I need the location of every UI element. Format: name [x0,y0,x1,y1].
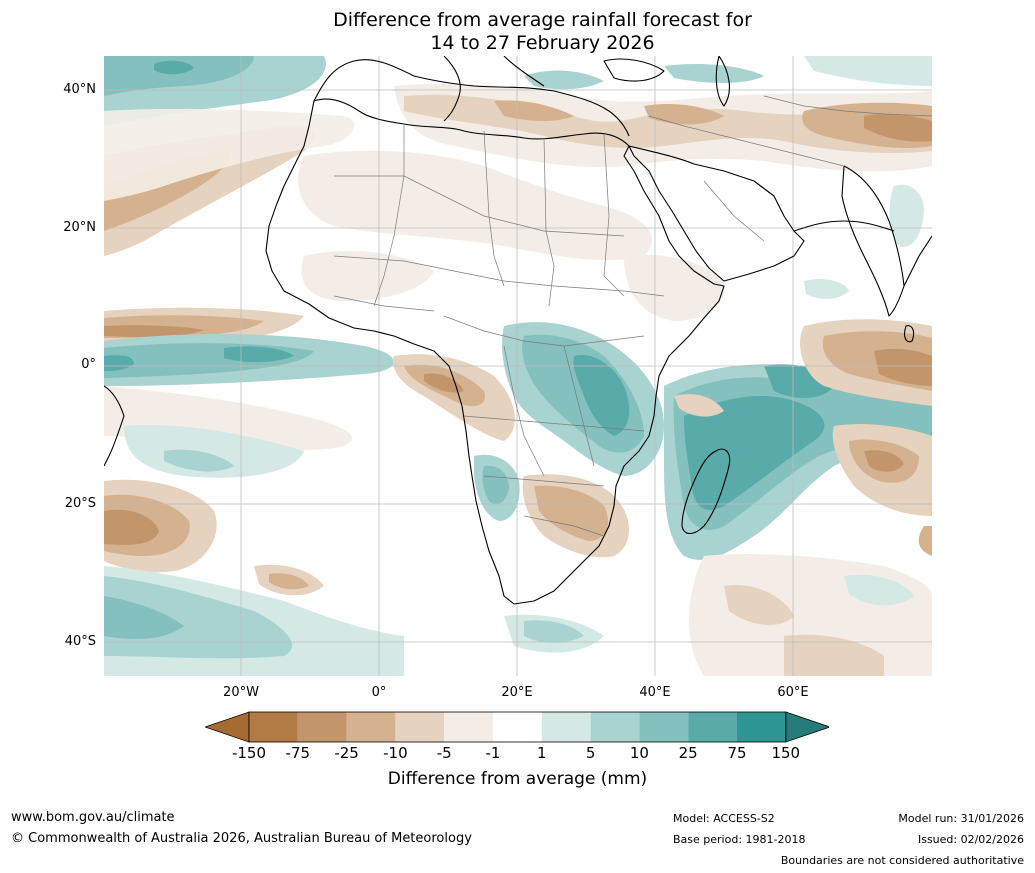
footer-model-run: Model run: 31/01/2026 [898,812,1024,825]
colorbar-cell [249,712,298,742]
colorbar-tick-label: -150 [231,744,267,762]
colorbar-tick-label: 5 [585,744,596,762]
chart-title: Difference from average rainfall forecas… [0,9,1035,55]
colorbar-cell [639,712,689,742]
title-line-2: 14 to 27 February 2026 [430,32,655,54]
colorbar-cell [346,712,396,742]
lat-label-40s: 40°S [64,634,96,649]
colorbar-tick-label: -10 [383,744,408,762]
colorbar-cell [395,712,445,742]
colorbar-label: Difference from average (mm) [387,769,648,789]
lon-label-60e: 60°E [777,685,809,700]
colorbar-tick-label: -5 [436,744,452,762]
colorbar-cell [493,712,542,742]
rainfall-map [104,56,932,676]
colorbar-tick-label: 1 [537,744,547,762]
footer-url[interactable]: www.bom.gov.au/climate [11,810,175,825]
footer-issued: Issued: 02/02/2026 [917,833,1024,846]
colorbar-outline [248,711,787,743]
colorbar-cell [444,712,493,742]
colorbar [205,711,829,743]
lat-label-20n: 20°N [63,220,96,235]
colorbar-cell [541,712,591,742]
colorbar-tick-label: 75 [727,744,747,762]
colorbar-arrow-low [205,711,250,743]
colorbar-cell [688,712,737,742]
lon-label-40e: 40°E [639,685,671,700]
colorbar-tick-label: -25 [334,744,359,762]
lon-label-20e: 20°E [501,685,533,700]
footer-base-period: Base period: 1981-2018 [673,833,806,846]
footer-disclaimer: Boundaries are not considered authoritat… [780,854,1024,867]
colorbar-arrow-high [785,711,829,743]
colorbar-tick-label: -75 [285,744,311,762]
lon-label-0: 0° [371,685,387,700]
map-svg [104,56,932,676]
colorbar-cell [737,712,786,742]
colorbar-tick-label: 10 [629,744,649,762]
lat-label-40n: 40°N [63,82,96,97]
lon-label-20w: 20°W [223,685,259,700]
lat-label-0: 0° [81,357,96,372]
lat-label-20s: 20°S [64,496,96,511]
footer-copyright: © Commonwealth of Australia 2026, Austra… [11,831,472,846]
colorbar-tick-label: 150 [771,744,801,762]
colorbar-cell [297,712,347,742]
colorbar-tick-label: 25 [678,744,698,762]
title-line-1: Difference from average rainfall forecas… [333,9,752,31]
footer-model: Model: ACCESS-S2 [673,812,775,825]
colorbar-tick-label: -1 [485,744,501,762]
colorbar-cell [590,712,640,742]
